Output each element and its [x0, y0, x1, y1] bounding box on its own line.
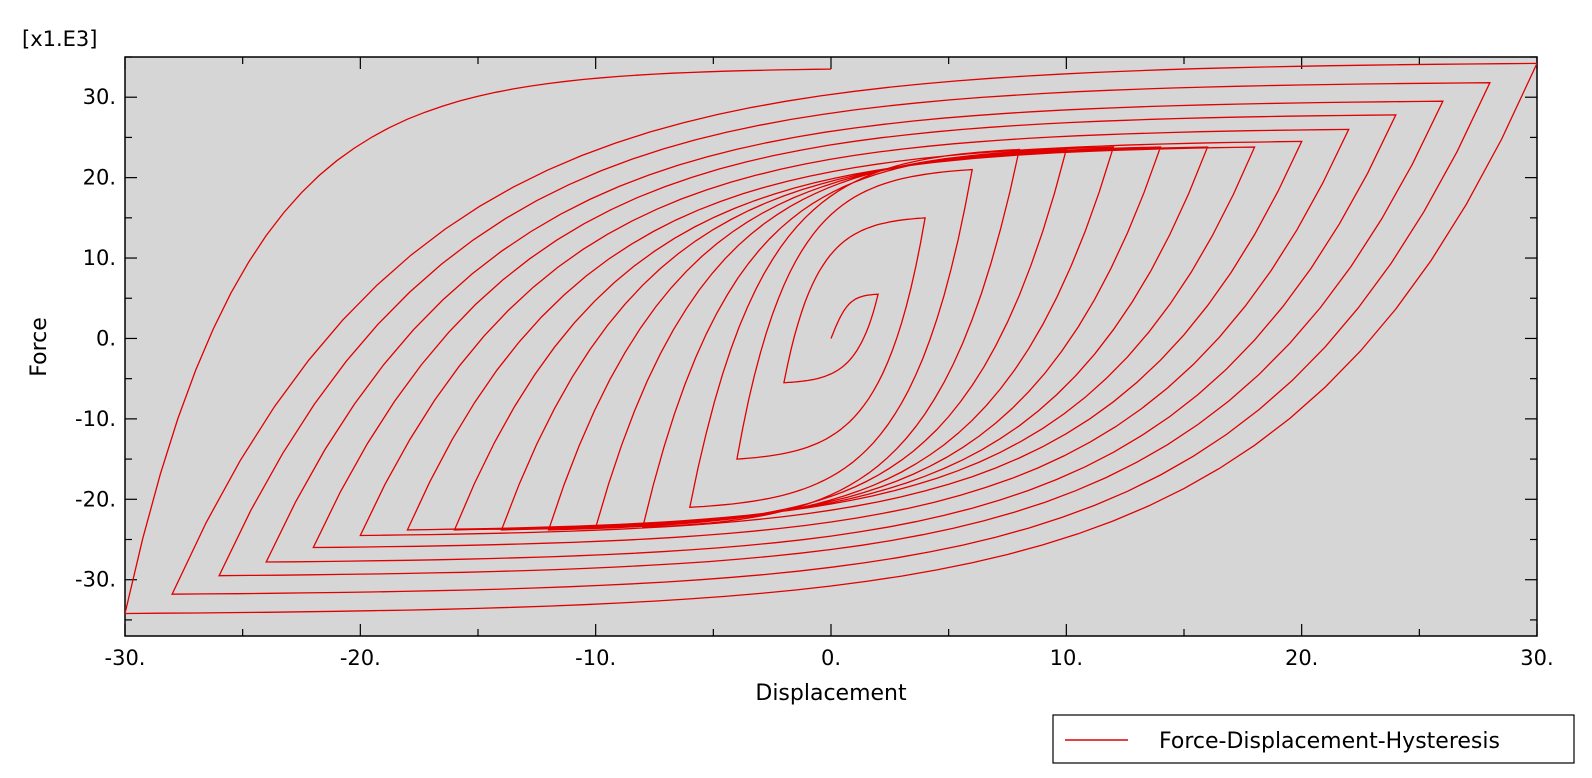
y-tick-label: 10. [83, 246, 116, 270]
x-tick-label: -20. [340, 646, 381, 670]
y-axis-label: Force [27, 317, 52, 377]
legend-label: Force-Displacement-Hysteresis [1159, 729, 1500, 754]
y-tick-label: 0. [96, 326, 116, 350]
x-tick-label: 20. [1285, 646, 1318, 670]
legend-box [1052, 714, 1575, 764]
x-tick-label: 0. [821, 646, 841, 670]
y-tick-label: 20. [83, 166, 116, 190]
x-tick-label: 10. [1050, 646, 1083, 670]
series-force-displacement-hysteresis [125, 62, 1537, 615]
x-tick-label: 30. [1520, 646, 1553, 670]
plot-area [124, 56, 1538, 637]
x-tick-label: -30. [105, 646, 146, 670]
axis-ticks: -30. -20. -10. 0. 10. 20. 30. -30. -20. -10. 0. 10.… [75, 56, 1554, 670]
hysteresis-line [125, 62, 1537, 615]
y-multiplier-label: [x1.E3] [22, 27, 97, 51]
y-tick-label: -30. [75, 568, 116, 592]
y-tick-label: -10. [75, 407, 116, 431]
y-tick-label: 30. [83, 85, 116, 109]
x-tick-label: -10. [575, 646, 616, 670]
legend: Force-Displacement-Hysteresis [1052, 714, 1575, 764]
y-tick-label: -20. [75, 487, 116, 511]
x-axis-label: Displacement [755, 681, 907, 706]
